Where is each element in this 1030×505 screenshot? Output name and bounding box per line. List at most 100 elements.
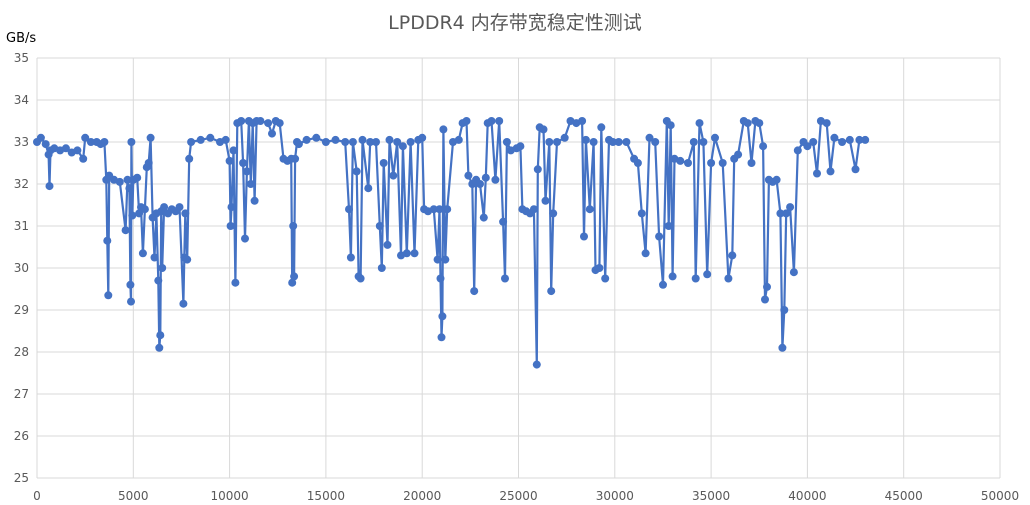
data-point (246, 180, 255, 188)
data-point (549, 209, 558, 218)
data-point (242, 167, 251, 176)
data-point (352, 167, 361, 176)
data-point (699, 138, 708, 146)
y-tick-label: 31 (14, 219, 29, 233)
x-tick-label: 45000 (885, 489, 923, 503)
y-tick-label: 32 (14, 177, 29, 191)
data-point (290, 272, 299, 281)
data-point (345, 205, 353, 214)
data-point (855, 135, 864, 144)
data-point (516, 142, 525, 151)
data-point (358, 135, 367, 144)
data-point (268, 129, 276, 138)
data-point (728, 251, 737, 260)
y-tick-label: 35 (14, 51, 29, 65)
data-point (115, 177, 124, 186)
data-point (851, 165, 860, 174)
data-point (321, 138, 330, 146)
data-point (707, 159, 716, 167)
y-axis-ticks: 25 26 27 28 29 30 31 32 33 34 35 (14, 51, 29, 485)
data-point (155, 343, 164, 352)
data-point (641, 249, 650, 258)
data-point (154, 276, 163, 285)
data-point (614, 138, 623, 146)
data-point (581, 135, 590, 144)
data-point (196, 135, 205, 144)
data-point (495, 117, 504, 125)
data-point (437, 333, 446, 342)
data-point (61, 144, 70, 153)
y-tick-label: 27 (14, 387, 29, 401)
data-point (160, 203, 169, 212)
data-point (103, 236, 112, 245)
data-point (813, 169, 821, 178)
data-point (622, 138, 631, 146)
data-point (123, 175, 132, 184)
y-tick-label: 26 (14, 429, 29, 443)
data-point (560, 133, 569, 142)
data-point (181, 209, 190, 218)
data-point (529, 205, 538, 214)
data-point (772, 175, 781, 184)
data-point (585, 205, 594, 214)
data-point (595, 264, 604, 272)
y-tick-label: 28 (14, 345, 29, 359)
data-point (481, 173, 490, 182)
data-point (410, 249, 419, 258)
data-point (438, 312, 447, 321)
data-point (838, 138, 847, 146)
data-point (140, 205, 149, 214)
data-point (553, 138, 561, 146)
data-point (150, 253, 159, 262)
data-point (138, 249, 147, 258)
data-point (100, 138, 109, 146)
data-point (398, 142, 407, 151)
data-point (312, 133, 321, 142)
data-point (666, 121, 675, 130)
x-tick-label: 35000 (692, 489, 730, 503)
data-point (759, 142, 768, 151)
x-axis-ticks: 0 5000 10000 15000 20000 25000 30000 35000 40000… (33, 489, 1019, 503)
data-point (659, 280, 667, 289)
data-point (225, 156, 234, 165)
data-point (763, 282, 771, 291)
data-point (533, 165, 542, 174)
y-tick-label: 25 (14, 471, 29, 485)
data-point (541, 196, 550, 205)
data-point (633, 159, 642, 167)
data-point (597, 123, 606, 132)
y-tick-label: 34 (14, 93, 29, 107)
y-tick-label: 29 (14, 303, 29, 317)
data-point (81, 133, 90, 142)
data-point (45, 182, 54, 191)
data-point (221, 135, 230, 144)
data-point (372, 138, 380, 146)
data-point (393, 138, 402, 146)
y-tick-label: 33 (14, 135, 29, 149)
data-point (780, 306, 789, 314)
data-point (379, 159, 388, 167)
data-point (464, 171, 473, 180)
data-point (476, 180, 484, 188)
data-point (364, 184, 373, 193)
data-point (861, 135, 870, 144)
data-point (36, 133, 45, 142)
data-point (356, 274, 365, 283)
data-point (250, 196, 259, 205)
data-point (229, 146, 238, 155)
data-point (366, 138, 375, 146)
x-tick-label: 50000 (981, 489, 1019, 503)
y-axis-unit-label: GB/s (6, 31, 36, 46)
data-point (724, 274, 733, 283)
data-point (782, 209, 791, 218)
data-point (256, 117, 265, 125)
data-point (651, 138, 660, 146)
data-point (689, 138, 698, 146)
data-point (499, 217, 508, 226)
data-point (789, 268, 798, 277)
data-point (845, 135, 854, 144)
data-point (185, 154, 194, 163)
data-point (747, 159, 756, 167)
data-point (718, 159, 727, 167)
data-point (793, 146, 802, 155)
